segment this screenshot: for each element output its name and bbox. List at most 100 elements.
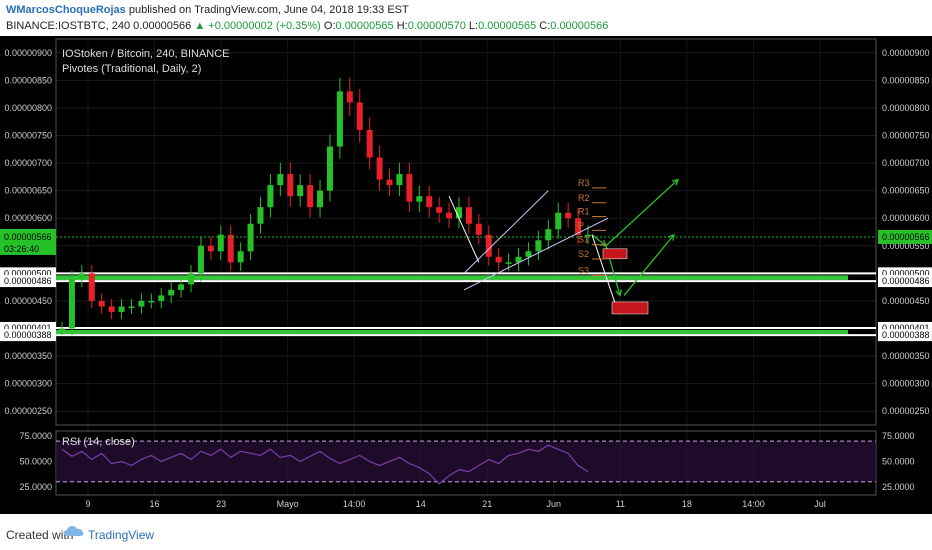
right-tick-label: 0.00000800 — [882, 103, 930, 113]
price-change: ▲ +0.00000002 (+0.35%) — [194, 20, 321, 32]
candles — [59, 77, 591, 336]
countdown-tag: 03:26:40 — [4, 244, 39, 254]
right-tick-label: 0.00000300 — [882, 379, 930, 389]
candle-body — [78, 273, 85, 279]
candle-body — [297, 185, 304, 197]
candle-body — [326, 146, 333, 191]
projection-arrow — [605, 179, 679, 247]
candle-body — [237, 251, 244, 263]
current-price-tag: 0.00000566 — [882, 232, 930, 242]
footer: Created with TradingView — [0, 514, 932, 550]
chart-header: WMarcosChoqueRojas published on TradingV… — [0, 0, 932, 36]
tradingview-cloud-icon — [64, 526, 84, 536]
left-tick-label: 0.00000350 — [4, 351, 52, 361]
candle-body — [565, 212, 572, 219]
right-tick-label: 0.00000250 — [882, 406, 930, 416]
candle-body — [455, 207, 462, 219]
candle-body — [525, 251, 532, 257]
left-tick-label: 0.00000700 — [4, 158, 52, 168]
candle-body — [446, 212, 453, 219]
open-label: O: — [323, 20, 336, 32]
right-tick-label: 0.00000850 — [882, 75, 930, 85]
time-tick-label: 16 — [150, 499, 160, 509]
time-tick-label: Jul — [814, 499, 826, 509]
right-tick-label: 0.00000450 — [882, 296, 930, 306]
candle-body — [158, 295, 165, 301]
high-label: H: — [396, 20, 408, 32]
candle-body — [88, 273, 95, 301]
candle-body — [317, 190, 324, 208]
candle-body — [118, 306, 125, 312]
time-tick-label: Jun — [547, 499, 562, 509]
current-price-tag: 0.00000566 — [4, 232, 52, 242]
low-value: 0.00000565 — [478, 20, 537, 32]
zone-price-tag-bg — [0, 329, 56, 342]
author-link[interactable]: WMarcosChoqueRojas — [6, 4, 126, 16]
candle-body — [416, 196, 423, 202]
chart-area[interactable]: R3 R2 R1 P S1 S2 S3 0.00000900 0.00000850 0.0000… — [0, 36, 932, 514]
candle-body — [247, 223, 254, 252]
candle-body — [277, 174, 284, 186]
rsi-axis: 75.0000 75.0000 50.0000 50.0000 25.0000 25.00… — [19, 431, 914, 492]
candle-body — [59, 328, 65, 330]
drop-line — [591, 234, 619, 313]
arrow-head — [615, 289, 622, 297]
created-with-text: Created with — [6, 528, 74, 542]
pivot-label: S2 — [578, 249, 589, 259]
left-tick-label: 0.00000800 — [4, 103, 52, 113]
candle-body — [515, 256, 522, 263]
zone-price-tag: 0.00000401 — [882, 323, 930, 333]
zone-price-tag: 0.00000388 — [4, 330, 52, 340]
arrow-head — [672, 178, 679, 186]
candle-body — [545, 229, 552, 241]
pivot-label: S1 — [578, 235, 589, 245]
zone-price-tag-bg — [878, 329, 932, 342]
time-axis: 9 16 23 Mayo 14:00 14 21 Jun 11 18 14:00 Jul — [85, 499, 825, 509]
candle-body — [168, 289, 175, 296]
target-box — [611, 301, 649, 315]
rsi-tick-right: 50.0000 — [882, 456, 915, 466]
candle-body — [257, 207, 264, 224]
close-value: 0.00000566 — [550, 20, 609, 32]
ohlc-line: BINANCE:IOSTBTC, 240 0.00000566 ▲ +0.000… — [6, 20, 608, 32]
candle-body — [575, 218, 582, 235]
left-tick-label: 0.00000850 — [4, 75, 52, 85]
pivot-label: R1 — [578, 207, 590, 217]
low-label: L: — [468, 20, 479, 32]
zone-price-tag-bg — [878, 275, 932, 288]
rsi-series — [61, 444, 589, 485]
zone-price-tag: 0.00000388 — [882, 330, 930, 340]
rsi-tick-right: 25.0000 — [882, 482, 915, 492]
candle-body — [68, 278, 75, 329]
pivot-indicator-label: Pivotes (Traditional, Daily, 2) — [62, 63, 201, 75]
support-zone — [0, 329, 848, 335]
pivot-label: S3 — [578, 266, 589, 276]
left-price-axis: 0.00000900 0.00000850 0.00000800 0.00000750… — [0, 48, 56, 416]
time-tick-label: 18 — [682, 499, 692, 509]
candle-body — [426, 196, 433, 208]
time-tick-label: 14:00 — [343, 499, 366, 509]
rsi-band-area — [56, 441, 876, 482]
left-tick-label: 0.00000900 — [4, 48, 52, 58]
candle-body — [585, 234, 591, 237]
current-price-tag-bg — [878, 229, 932, 244]
candle-body — [98, 300, 105, 307]
candle-body — [356, 102, 363, 130]
tradingview-link[interactable]: TradingView — [88, 528, 155, 542]
candle-body — [148, 300, 155, 303]
rsi-line — [61, 444, 589, 485]
candle-body — [535, 240, 542, 252]
left-tick-label: 0.00000450 — [4, 296, 52, 306]
time-tick-label: 9 — [85, 499, 90, 509]
zone-price-tag: 0.00000486 — [4, 276, 52, 286]
downtrend-line — [448, 195, 480, 263]
time-tick-label: 11 — [616, 499, 625, 509]
chart-title: IOStoken / Bitcoin, 240, BINANCE — [62, 48, 230, 60]
symbol-interval: BINANCE:IOSTBTC, 240 — [6, 20, 131, 32]
channel-lower — [463, 217, 609, 291]
candle-body — [555, 212, 562, 230]
rsi-tick-left: 75.0000 — [19, 431, 52, 441]
candle-body — [217, 234, 224, 252]
zone-price-tag: 0.00000486 — [882, 276, 930, 286]
